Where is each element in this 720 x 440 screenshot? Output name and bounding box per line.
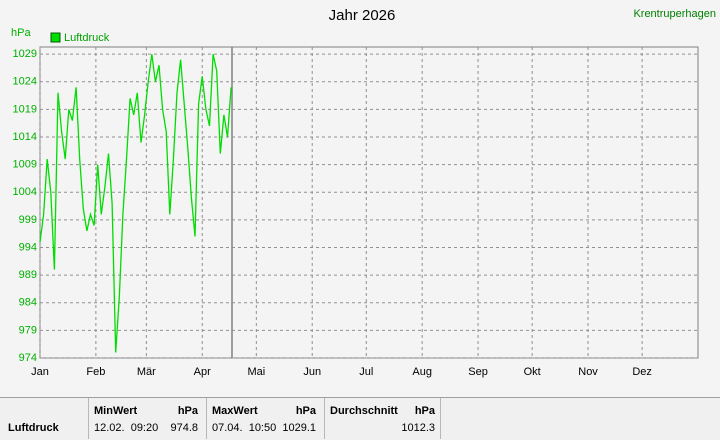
x-tick-label: Aug <box>412 366 432 378</box>
col-time: 12.02. 09:20 <box>94 422 159 434</box>
col-unit: hPa <box>177 405 198 417</box>
x-tick-label: Jul <box>359 366 373 378</box>
y-tick-label: 1014 <box>13 131 37 143</box>
chart: Jahr 2026 Krentruperhagen hPa Luftdruck … <box>11 7 716 378</box>
col-unit: hPa <box>295 405 316 417</box>
col-value: 1029.1 <box>282 422 316 434</box>
y-tick-label: 1004 <box>13 186 37 198</box>
x-tick-label: Feb <box>86 366 105 378</box>
col-header: MaxWert <box>212 405 258 417</box>
plot-frame <box>39 46 699 359</box>
y-tick-label: 1024 <box>13 76 37 88</box>
col-header: Durchschnitt <box>330 405 398 417</box>
data-line <box>39 54 232 353</box>
y-tick-label: 1009 <box>13 159 37 171</box>
summary-panel: Luftdruck MinWert hPa 12.02. 09:20 974.8… <box>0 397 720 440</box>
max-cell: MaxWert hPa 07.04. 10:50 1029.1 <box>206 398 325 439</box>
x-tick-label: Dez <box>632 366 652 378</box>
y-tick-label: 1029 <box>13 48 37 60</box>
y-tick-label: 979 <box>19 324 37 336</box>
y-tick-label: 984 <box>19 297 37 309</box>
col-time: 07.04. 10:50 <box>212 422 277 434</box>
col-value: 1012.3 <box>401 422 435 434</box>
x-tick-label: Jan <box>31 366 49 378</box>
y-tick-label: 974 <box>19 352 37 364</box>
x-tick-label: Jun <box>303 366 321 378</box>
y-axis-label: hPa <box>11 27 31 39</box>
x-tick-label: Okt <box>524 366 541 378</box>
x-tick-label: Nov <box>578 366 598 378</box>
row-label: Luftdruck <box>8 422 59 434</box>
y-tick-label: 1019 <box>13 103 37 115</box>
x-tick-label: Sep <box>468 366 488 378</box>
col-value: 974.8 <box>170 422 198 434</box>
legend-swatch <box>50 32 61 43</box>
col-unit: hPa <box>414 405 435 417</box>
y-tick-label: 989 <box>19 269 37 281</box>
min-cell: MinWert hPa 12.02. 09:20 974.8 <box>88 398 207 439</box>
y-tick-label: 994 <box>19 241 37 253</box>
row-label-cell: Luftdruck <box>0 398 89 439</box>
legend-label: Luftdruck <box>64 32 110 44</box>
station: Krentruperhagen <box>633 8 716 20</box>
y-tick-label: 999 <box>19 214 37 226</box>
x-tick-label: Mär <box>137 366 156 378</box>
chart-title: Jahr 2026 <box>329 7 396 24</box>
avg-cell: Durchschnitt hPa 1012.3 <box>324 398 441 439</box>
col-header: MinWert <box>94 405 138 417</box>
x-tick-label: Apr <box>194 366 211 378</box>
x-tick-label: Mai <box>247 366 265 378</box>
